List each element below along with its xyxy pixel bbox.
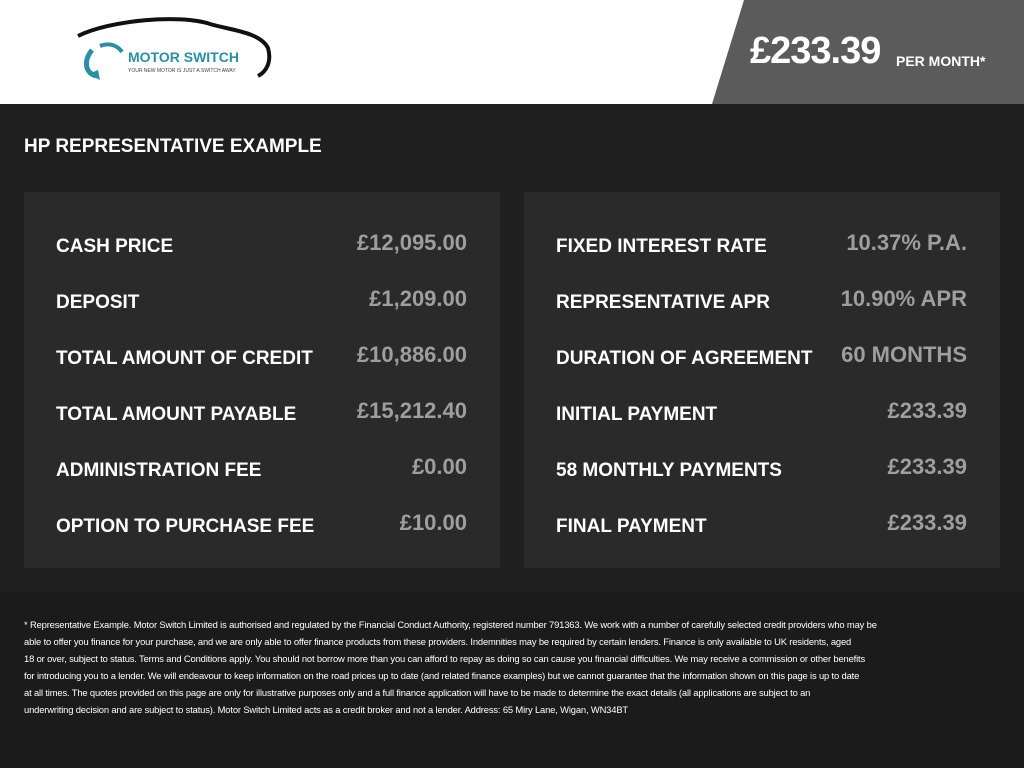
- disclaimer-line: for introducing you to a lender. We will…: [24, 670, 860, 681]
- finance-row: DEPOSIT £1,209.00: [56, 286, 467, 316]
- finance-row: ADMINISTRATION FEE £0.00: [56, 454, 467, 484]
- logo-arrow: [99, 42, 124, 54]
- logo-arrowhead: [88, 70, 100, 80]
- disclaimer-line: underwriting decision and are subject to…: [24, 704, 628, 715]
- disclaimer-line: at all times. The quotes provided on thi…: [24, 687, 811, 698]
- finance-panel: FIXED INTEREST RATE 10.37% P.A. REPRESENTA…: [524, 192, 1000, 568]
- finance-row: CASH PRICE £12,095.00: [56, 230, 467, 260]
- logo-car-outline: [77, 17, 272, 78]
- row-label: DEPOSIT: [56, 292, 140, 313]
- disclaimer-line: able to offer you finance for your purch…: [24, 636, 852, 647]
- row-value: 60 MONTHS: [841, 342, 967, 367]
- price-box: [712, 0, 1024, 104]
- row-value: 10.90% APR: [840, 286, 967, 311]
- row-value: £12,095.00: [356, 230, 467, 255]
- finance-row: INITIAL PAYMENT £233.39: [556, 398, 967, 428]
- finance-row: DURATION OF AGREEMENT 60 MONTHS: [556, 342, 967, 372]
- finance-row: FIXED INTEREST RATE 10.37% P.A.: [556, 230, 967, 260]
- row-value: £10,886.00: [356, 342, 467, 367]
- monthly-price: £233.39: [750, 30, 881, 72]
- row-label: INITIAL PAYMENT: [556, 404, 718, 425]
- logo: MOTOR SWITCH YOUR NEW MOTOR IS JUST A SW…: [77, 17, 272, 80]
- finance-row: 58 MONTHLY PAYMENTS £233.39: [556, 454, 967, 484]
- finance-row: OPTION TO PURCHASE FEE £10.00: [56, 510, 467, 540]
- row-label: DURATION OF AGREEMENT: [556, 348, 813, 369]
- footer: * Representative Example. Motor Switch L…: [0, 592, 1024, 768]
- disclaimer-line: * Representative Example. Motor Switch L…: [24, 619, 877, 630]
- row-label: FINAL PAYMENT: [556, 516, 707, 537]
- finance-row: TOTAL AMOUNT OF CREDIT £10,886.00: [56, 342, 467, 372]
- section-title: HP REPRESENTATIVE EXAMPLE: [24, 136, 322, 157]
- row-value: £10.00: [399, 510, 467, 535]
- row-label: FIXED INTEREST RATE: [556, 236, 767, 257]
- finance-row: REPRESENTATIVE APR 10.90% APR: [556, 286, 967, 316]
- row-label: REPRESENTATIVE APR: [556, 292, 770, 313]
- header: MOTOR SWITCH YOUR NEW MOTOR IS JUST A SW…: [0, 0, 1024, 104]
- row-label: TOTAL AMOUNT PAYABLE: [56, 404, 297, 425]
- row-value: £233.39: [887, 510, 967, 535]
- row-value: £233.39: [887, 454, 967, 479]
- price-suffix: PER MONTH*: [896, 53, 986, 69]
- row-value: £1,209.00: [369, 286, 467, 311]
- row-label: 58 MONTHLY PAYMENTS: [556, 460, 782, 481]
- row-value: £15,212.40: [356, 398, 467, 423]
- row-value: £0.00: [411, 454, 467, 479]
- row-label: CASH PRICE: [56, 236, 174, 257]
- logo-name: MOTOR SWITCH: [128, 49, 239, 65]
- disclaimer-line: 18 or over, subject to status. Terms and…: [24, 653, 866, 664]
- finance-row: FINAL PAYMENT £233.39: [556, 510, 967, 540]
- disclaimer: * Representative Example. Motor Switch L…: [24, 616, 877, 718]
- row-value: £233.39: [887, 398, 967, 423]
- finance-panel: CASH PRICE £12,095.00 DEPOSIT £1,209.00 TOTA…: [24, 192, 500, 568]
- row-label: ADMINISTRATION FEE: [56, 460, 262, 481]
- row-label: TOTAL AMOUNT OF CREDIT: [56, 348, 313, 369]
- row-label: OPTION TO PURCHASE FEE: [56, 516, 315, 537]
- finance-row: TOTAL AMOUNT PAYABLE £15,212.40: [56, 398, 467, 428]
- logo-tagline: YOUR NEW MOTOR IS JUST A SWITCH AWAY: [128, 68, 236, 74]
- row-value: 10.37% P.A.: [846, 230, 967, 255]
